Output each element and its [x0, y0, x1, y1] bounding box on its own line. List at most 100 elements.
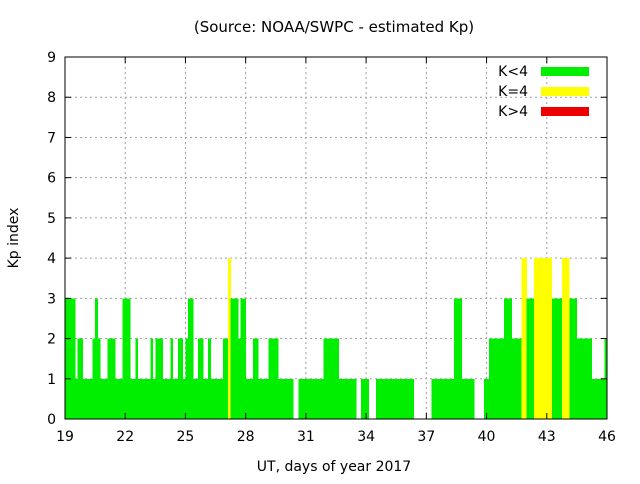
kp-bar — [458, 298, 462, 419]
kp-bar — [278, 378, 282, 419]
kp-bar — [132, 378, 136, 419]
kp-bar — [448, 378, 452, 419]
kp-bar — [192, 378, 196, 419]
kp-bar — [541, 258, 545, 419]
kp-bar — [486, 378, 490, 419]
kp-bar — [305, 378, 309, 419]
legend-swatch — [541, 87, 589, 96]
kp-bar — [443, 378, 447, 419]
kp-bar — [566, 258, 570, 419]
kp-bar — [546, 258, 550, 419]
kp-bar — [180, 338, 184, 419]
kp-bar — [248, 378, 251, 419]
legend-swatch — [541, 107, 589, 116]
kp-bar — [594, 378, 598, 419]
kp-bar — [283, 378, 287, 419]
kp-bar — [501, 338, 505, 419]
kp-bar — [140, 378, 144, 419]
kp-bar — [187, 298, 191, 419]
x-tick-label: 37 — [417, 429, 435, 445]
kp-bar — [275, 338, 279, 419]
grid-lines — [65, 57, 607, 419]
y-tick-label: 3 — [47, 291, 56, 307]
kp-bar — [586, 338, 590, 419]
y-tick-label: 5 — [47, 211, 56, 227]
kp-bar — [100, 378, 103, 419]
kp-bar — [213, 378, 216, 419]
kp-bar — [461, 378, 465, 419]
kp-bar — [330, 338, 334, 419]
kp-bar — [80, 338, 83, 419]
kp-bar — [336, 338, 339, 419]
kp-bar — [102, 378, 106, 419]
kp-bar — [75, 378, 78, 419]
x-tick-label: 22 — [116, 429, 134, 445]
kp-bar — [200, 338, 204, 419]
kp-bar — [182, 378, 186, 419]
kp-bar — [243, 298, 246, 419]
kp-bar — [446, 378, 450, 419]
kp-bar — [177, 338, 181, 419]
y-tick-label: 4 — [47, 251, 56, 267]
kp-bar — [208, 338, 211, 419]
kp-bar — [494, 338, 497, 419]
kp-bar — [310, 378, 314, 419]
kp-bar — [203, 378, 206, 419]
kp-bar — [170, 338, 174, 419]
kp-bar — [220, 378, 224, 419]
kp-bar — [574, 298, 578, 419]
kp-bar — [115, 378, 118, 419]
kp-bar — [351, 378, 354, 419]
kp-bar — [581, 338, 585, 419]
kp-bar — [313, 378, 317, 419]
kp-bar — [441, 378, 445, 419]
kp-bar — [288, 378, 292, 419]
kp-bar — [584, 338, 588, 419]
x-tick-label: 40 — [478, 429, 496, 445]
kp-bar — [589, 338, 593, 419]
kp-bar — [396, 378, 400, 419]
kp-bar — [436, 378, 440, 419]
kp-bar — [338, 378, 342, 419]
kp-bar — [228, 258, 231, 419]
kp-bar — [534, 258, 538, 419]
kp-bar — [511, 338, 515, 419]
kp-bar — [240, 298, 244, 419]
kp-bar — [506, 298, 510, 419]
kp-bar — [230, 298, 234, 419]
x-tick-label: 31 — [297, 429, 315, 445]
y-tick-label: 8 — [47, 90, 56, 106]
kp-bar — [70, 298, 73, 419]
y-tick-label: 9 — [47, 50, 56, 66]
kp-bar — [521, 258, 525, 419]
x-tick-label: 25 — [177, 429, 195, 445]
kp-bar — [328, 338, 332, 419]
kp-bar — [92, 338, 96, 419]
y-tick-label: 0 — [47, 412, 56, 428]
kp-bar — [456, 298, 460, 419]
kp-bar — [127, 298, 131, 419]
kp-bar — [318, 378, 322, 419]
kp-bar — [516, 338, 520, 419]
legend-label: K<4 — [498, 64, 528, 80]
kp-bar — [197, 338, 201, 419]
x-axis-label: UT, days of year 2017 — [257, 459, 411, 475]
x-tick-label: 46 — [598, 429, 616, 445]
kp-bar — [591, 378, 595, 419]
kp-bar — [215, 378, 219, 419]
kp-bar — [308, 378, 312, 419]
kp-bar — [117, 378, 121, 419]
kp-bar — [471, 378, 475, 419]
kp-bar — [122, 298, 126, 419]
kp-bar — [190, 298, 194, 419]
kp-bar — [346, 378, 349, 419]
kp-bar — [160, 338, 164, 419]
kp-bar — [223, 338, 226, 419]
kp-bar — [265, 378, 269, 419]
kp-bar — [408, 378, 412, 419]
kp-bar — [398, 378, 402, 419]
kp-bar — [393, 378, 397, 419]
y-tick-label: 2 — [47, 332, 56, 348]
kp-bar — [238, 338, 241, 419]
